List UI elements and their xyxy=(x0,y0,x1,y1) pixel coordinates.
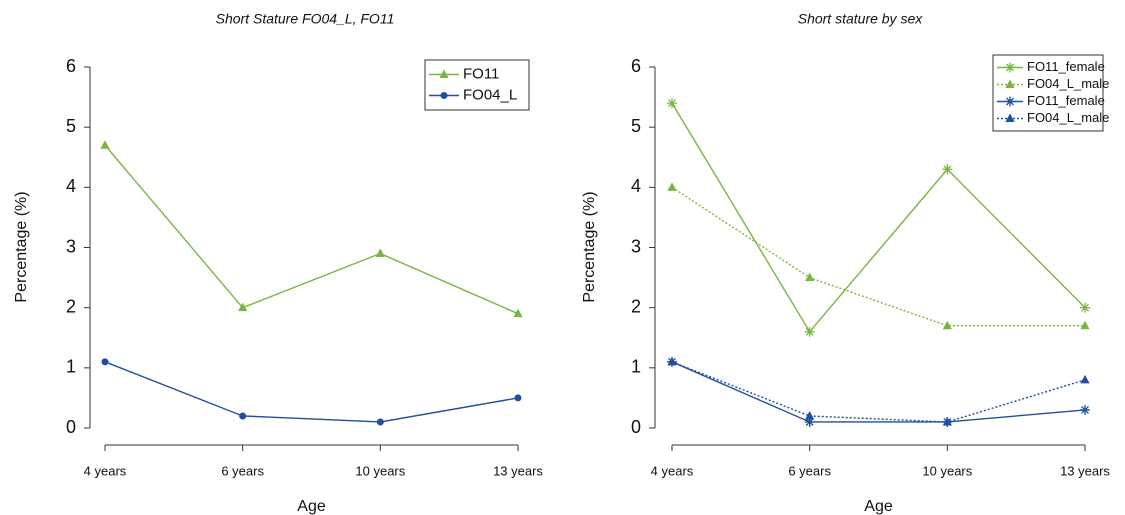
y-tick-label: 0 xyxy=(66,417,76,437)
y-axis-label: Percentage (%) xyxy=(581,191,598,302)
y-tick-label: 6 xyxy=(631,56,641,76)
y-tick-label: 5 xyxy=(631,116,641,136)
marker xyxy=(100,140,110,149)
x-tick-label: 10 years xyxy=(355,463,405,478)
legend-marker xyxy=(440,92,448,99)
marker xyxy=(1080,302,1090,313)
y-tick-label: 2 xyxy=(66,296,76,316)
marker xyxy=(375,248,385,258)
legend-marker xyxy=(439,69,449,78)
legend-label: FO04_L_male xyxy=(1027,76,1109,91)
legend-label: FO11_female xyxy=(1027,59,1105,74)
legend-label: FO11_female xyxy=(1027,93,1105,108)
series-line xyxy=(671,361,1086,423)
y-tick-label: 3 xyxy=(631,236,641,256)
x-tick-label: 6 years xyxy=(788,463,831,478)
marker xyxy=(804,416,815,427)
marker xyxy=(376,418,384,426)
marker xyxy=(239,412,247,420)
x-tick-label: 10 years xyxy=(922,463,972,478)
marker xyxy=(1080,404,1090,415)
x-tick-label: 6 years xyxy=(221,463,264,478)
y-tick-label: 1 xyxy=(631,357,641,377)
y-tick-label: 3 xyxy=(66,236,76,256)
series-line xyxy=(104,361,519,423)
marker xyxy=(667,182,677,191)
x-tick-label: 13 years xyxy=(493,463,543,478)
marker xyxy=(1080,374,1090,384)
marker xyxy=(238,302,248,312)
y-tick-label: 4 xyxy=(66,176,76,196)
marker xyxy=(667,356,677,366)
marker xyxy=(805,272,815,282)
x-tick-label: 4 years xyxy=(84,463,127,478)
marker xyxy=(804,326,815,337)
marker xyxy=(667,98,677,109)
y-tick-label: 2 xyxy=(631,296,641,316)
legend-marker xyxy=(1005,96,1015,107)
chart-title: Short stature by sex xyxy=(798,11,924,27)
legend-marker xyxy=(1005,113,1015,122)
y-tick-label: 4 xyxy=(631,176,641,196)
marker xyxy=(942,320,952,330)
legend-label: FO04_L xyxy=(463,86,517,103)
y-tick-label: 6 xyxy=(66,56,76,76)
x-axis-label: Age xyxy=(297,498,326,515)
series-line xyxy=(671,186,1085,327)
y-axis-label: Percentage (%) xyxy=(13,191,30,302)
legend-box xyxy=(424,59,530,111)
marker xyxy=(514,394,522,402)
x-tick-label: 4 years xyxy=(651,463,694,478)
series-line xyxy=(671,361,1086,423)
legend-label: FO04_L_male xyxy=(1027,110,1109,125)
chart-title: Short Stature FO04_L, FO11 xyxy=(216,11,395,27)
marker xyxy=(513,308,523,318)
marker xyxy=(101,358,109,366)
series-line xyxy=(671,102,1086,333)
y-tick-label: 1 xyxy=(66,357,76,377)
marker xyxy=(805,410,815,420)
y-tick-label: 0 xyxy=(631,417,641,437)
y-tick-label: 5 xyxy=(66,116,76,136)
series-line xyxy=(104,144,519,315)
marker xyxy=(1080,320,1090,330)
legend-marker xyxy=(1005,79,1015,88)
marker xyxy=(942,416,952,426)
legend-marker xyxy=(1005,62,1015,73)
x-tick-label: 13 years xyxy=(1060,463,1110,478)
legend-label: FO11 xyxy=(463,65,499,82)
x-axis-label: Age xyxy=(864,498,893,515)
marker xyxy=(942,164,953,175)
